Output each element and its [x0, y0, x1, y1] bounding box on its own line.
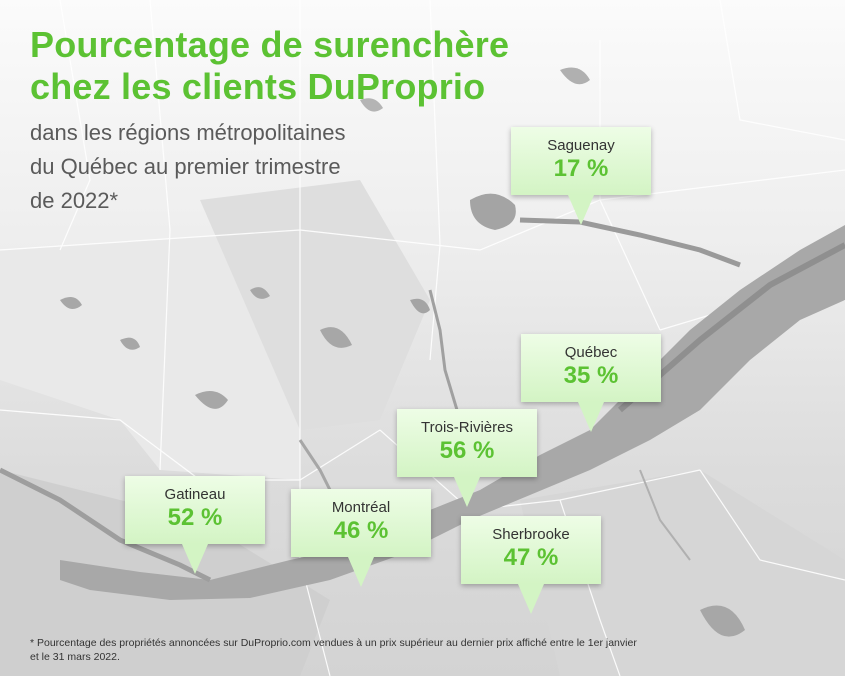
callout-gatineau: Gatineau 52 %: [125, 476, 265, 574]
subtitle: dans les régions métropolitaines du Québ…: [30, 116, 490, 218]
callout-city: Trois-Rivières: [421, 419, 513, 436]
callout-quebec: Québec 35 %: [521, 334, 661, 432]
map-region-shade: [200, 180, 430, 430]
lake: [470, 193, 516, 230]
lake: [360, 98, 383, 112]
callout-city: Gatineau: [164, 486, 226, 503]
subtitle-line-2: du Québec au premier trimestre: [30, 154, 341, 179]
callout-city: Sherbrooke: [492, 526, 570, 543]
map-region-shade: [0, 470, 330, 676]
callout-percentage: 47 %: [503, 544, 559, 571]
river: [639, 469, 691, 561]
title-line-2: chez les clients DuProprio: [30, 66, 486, 107]
callout-sherbrooke: Sherbrooke 47 %: [461, 516, 601, 614]
lake: [250, 287, 270, 299]
saguenay-river: [519, 217, 741, 268]
subtitle-line-3: de 2022*: [30, 188, 119, 213]
callout-montreal: Montréal 46 %: [291, 489, 431, 587]
callout-saguenay: Saguenay 17 %: [511, 127, 651, 225]
callout-city: Montréal: [331, 499, 391, 516]
footnote-line-2: et le 31 mars 2022.: [30, 651, 120, 663]
subtitle-line-1: dans les régions métropolitaines: [30, 120, 346, 145]
lake: [195, 391, 228, 409]
callout-percentage: 35 %: [563, 362, 619, 389]
lake: [320, 327, 352, 348]
callout-city: Québec: [564, 344, 618, 361]
callout-percentage: 17 %: [553, 155, 609, 182]
st-lawrence-river: [60, 225, 845, 600]
lake: [120, 337, 140, 350]
lake: [700, 605, 745, 637]
lake: [410, 298, 430, 314]
footnote: * Pourcentage des propriétés annoncées s…: [30, 636, 820, 664]
callout-percentage: 46 %: [333, 517, 389, 544]
callout-percentage: 56 %: [439, 437, 495, 464]
map-region-shade: [0, 230, 300, 480]
callout-trois-rivieres: Trois-Rivières 56 %: [397, 409, 537, 507]
page-title: Pourcentage de surenchère chez les clien…: [30, 24, 509, 108]
title-line-1: Pourcentage de surenchère: [30, 24, 510, 65]
lake: [60, 296, 82, 309]
callout-city: Saguenay: [547, 137, 615, 154]
callout-percentage: 52 %: [167, 504, 223, 531]
lake: [560, 67, 590, 85]
footnote-line-1: * Pourcentage des propriétés annoncées s…: [30, 637, 637, 649]
